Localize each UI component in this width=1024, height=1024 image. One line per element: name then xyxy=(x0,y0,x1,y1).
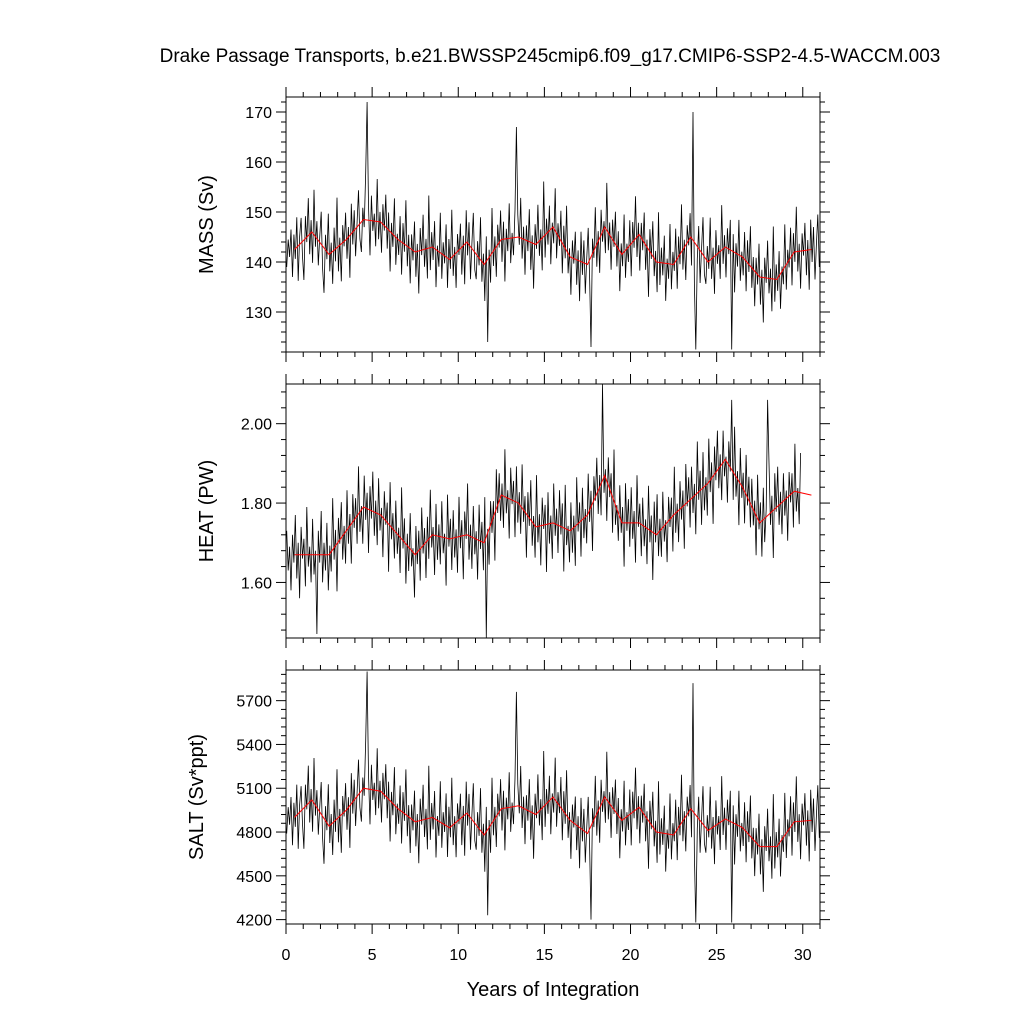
y-tick-label: 5700 xyxy=(236,694,272,711)
x-tick-label: 25 xyxy=(708,947,726,964)
y-tick-label: 5100 xyxy=(236,781,272,798)
monthly-series-line xyxy=(286,383,801,639)
plot-frame xyxy=(285,383,821,639)
y-tick-label: 2.00 xyxy=(241,417,272,434)
x-tick-label: 0 xyxy=(282,947,291,964)
x-tick-label: 30 xyxy=(794,947,812,964)
x-axis-label: Years of Integration xyxy=(467,979,640,1001)
x-tick-label: 10 xyxy=(449,947,467,964)
y-tick-label: 160 xyxy=(245,155,272,172)
annual-series-line xyxy=(294,787,812,848)
y-tick-label: 1.60 xyxy=(241,575,272,592)
annual-series-line xyxy=(294,458,812,556)
panel-1: 130 140 150 160 170 MASS (Sv) xyxy=(196,87,830,362)
x-tick-label: 5 xyxy=(368,947,377,964)
x-tick-label: 15 xyxy=(535,947,553,964)
panel-3: 4200 4500 4800 5100 5400 5700 SALT (Sv*ppt) 0 5 1… xyxy=(186,660,830,964)
y-tick-label: 4800 xyxy=(236,825,272,842)
y-tick-label: 4200 xyxy=(236,913,272,930)
plot-frame xyxy=(285,96,821,353)
monthly-series-line xyxy=(286,671,820,923)
x-tick-label: 20 xyxy=(622,947,640,964)
monthly-series-line xyxy=(286,101,820,350)
panel-2: 1.60 1.80 2.00 HEAT (PW) xyxy=(196,374,830,648)
y-tick-label: 5400 xyxy=(236,737,272,754)
y-tick-label: 170 xyxy=(245,105,272,122)
chart-title: Drake Passage Transports, b.e21.BWSSP245… xyxy=(159,46,941,67)
y-tick-label: 140 xyxy=(245,255,272,272)
y-tick-label: 130 xyxy=(245,305,272,322)
y-tick-label: 1.80 xyxy=(241,496,272,513)
y-axis-label: MASS (Sv) xyxy=(196,175,218,274)
y-tick-label: 150 xyxy=(245,205,272,222)
annual-series-line xyxy=(294,218,812,281)
y-axis-label: SALT (Sv*ppt) xyxy=(186,734,208,860)
y-axis-label: HEAT (PW) xyxy=(196,460,218,563)
y-tick-label: 4500 xyxy=(236,869,272,886)
